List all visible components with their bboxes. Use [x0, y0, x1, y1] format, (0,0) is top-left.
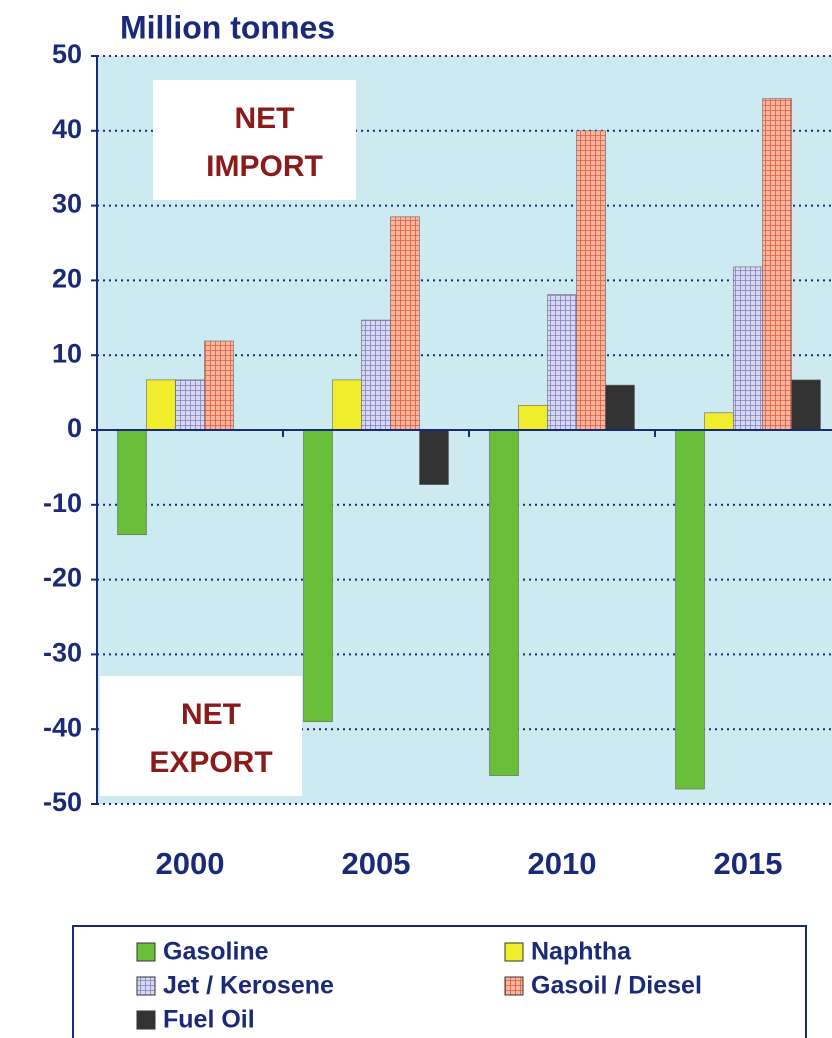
legend-swatch [504, 976, 524, 996]
bar [518, 405, 548, 431]
legend-swatch [504, 942, 524, 962]
y-tick-label: 20 [52, 264, 82, 294]
bar [419, 429, 449, 485]
bar [390, 216, 420, 431]
annotation: IMPORT [206, 150, 323, 183]
legend-label: Gasoil / Diesel [531, 972, 702, 1000]
bar [791, 379, 821, 431]
bar [605, 384, 635, 431]
x-tick-label: 2015 [714, 846, 783, 881]
bar [204, 340, 234, 431]
legend-label: Jet / Kerosene [163, 972, 334, 1000]
bar [576, 130, 606, 431]
legend-label: Naphtha [531, 938, 632, 966]
bar [303, 429, 333, 723]
y-tick-label: -20 [43, 563, 82, 593]
annotation: NET [181, 698, 241, 731]
y-tick-label: -10 [43, 488, 82, 518]
y-tick-label: -50 [43, 787, 82, 817]
x-tick-label: 2010 [528, 846, 597, 881]
bar [361, 319, 391, 431]
y-tick-label: -40 [43, 712, 82, 742]
y-tick-label: 10 [52, 338, 82, 368]
bar [146, 379, 176, 431]
annotation-box [100, 676, 302, 796]
y-tick-label: 0 [67, 413, 82, 443]
legend-swatch [136, 942, 156, 962]
bar [332, 379, 362, 431]
legend-label: Fuel Oil [163, 1006, 255, 1034]
legend-swatch [136, 976, 156, 996]
x-tick-label: 2005 [342, 846, 411, 881]
bar [675, 429, 705, 790]
annotation-box [153, 80, 356, 200]
annotation: EXPORT [149, 746, 272, 779]
bar [704, 412, 734, 431]
y-tick-label: 30 [52, 189, 82, 219]
x-tick-label: 2000 [156, 846, 225, 881]
y-tick-label: 40 [52, 114, 82, 144]
legend-box [72, 925, 807, 1038]
bar [547, 294, 577, 431]
annotation: NET [235, 102, 295, 135]
bar [762, 98, 792, 431]
y-tick-label: 50 [52, 39, 82, 69]
bar [733, 266, 763, 431]
bar [175, 379, 205, 431]
legend-swatch [136, 1010, 156, 1030]
chart-title: Million tonnes [120, 9, 335, 45]
legend-label: Gasoline [163, 938, 269, 966]
y-tick-label: -30 [43, 638, 82, 668]
bar [117, 429, 147, 536]
bar [489, 429, 519, 776]
